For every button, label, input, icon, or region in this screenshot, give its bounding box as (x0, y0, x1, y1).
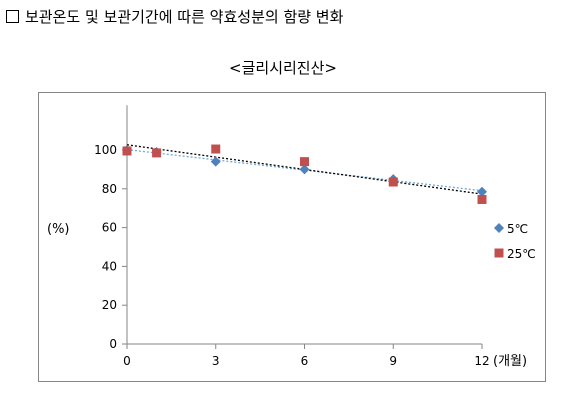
x-tick-label: 9 (389, 354, 397, 368)
legend-label-series-1: 5℃ (507, 222, 528, 236)
x-tick-label: 3 (212, 354, 220, 368)
trend-line-series-1 (126, 148, 483, 192)
legend-marker-series-2 (494, 248, 504, 258)
heading: 보관온도 및 보관기간에 따른 약효성분의 함량 변화 (6, 6, 343, 27)
y-tick-label: 20 (102, 298, 117, 312)
legend-label-series-2: 25℃ (507, 247, 536, 261)
data-point-series-2 (211, 144, 221, 154)
x-axis-unit: (개월) (493, 354, 527, 369)
chart-frame (38, 92, 546, 382)
data-point-series-2 (122, 146, 132, 156)
x-tick-label: 6 (301, 354, 309, 368)
heading-text: 보관온도 및 보관기간에 따른 약효성분의 함량 변화 (25, 8, 344, 26)
y-tick-label: 60 (102, 221, 117, 235)
y-axis-label: (%) (47, 222, 70, 237)
y-tick-label: 80 (102, 182, 117, 196)
data-point-series-2 (152, 148, 162, 158)
legend-marker-series-1 (494, 223, 504, 233)
data-point-series-1 (299, 164, 310, 175)
data-point-series-1 (210, 156, 221, 167)
x-tick-label: 12 (474, 354, 489, 368)
y-tick-label: 100 (94, 143, 117, 157)
data-point-series-1 (477, 186, 487, 197)
data-point-series-2 (388, 177, 398, 187)
data-point-series-2 (300, 157, 309, 167)
chart-subtitle: <글리시리진산> (229, 59, 337, 77)
y-tick-label: 40 (102, 259, 117, 273)
x-tick-label: 0 (123, 354, 131, 368)
y-tick-label: 0 (109, 337, 117, 351)
checkbox-square-icon (6, 10, 19, 23)
data-point-series-2 (477, 194, 487, 204)
